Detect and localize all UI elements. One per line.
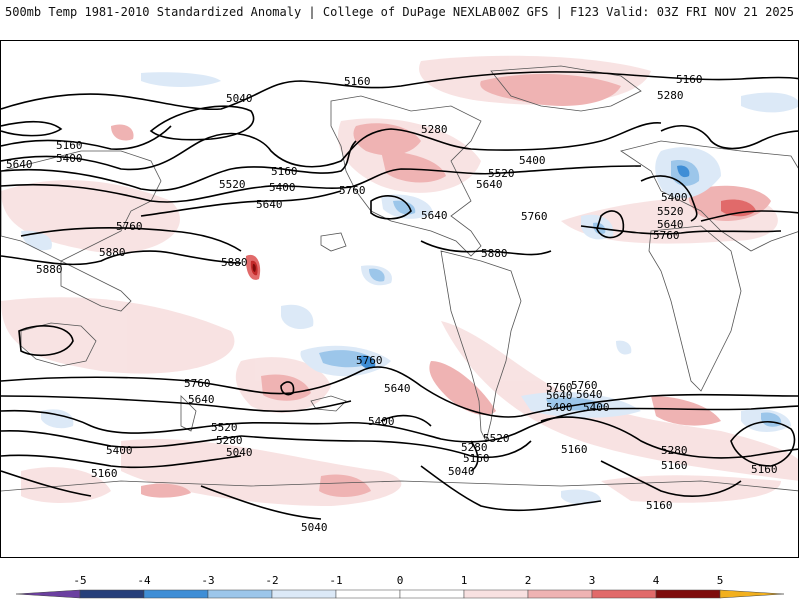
colorbar-tick: -3 [201,574,214,587]
contour-label: 5400 [661,191,688,204]
colorbar-swatch [463,589,529,599]
contour-label: 5640 [576,388,603,401]
colorbar-swatch [271,589,337,599]
colorbar-swatch [399,589,465,599]
contour-label: 5520 [657,205,684,218]
contour-label: 5160 [56,139,83,152]
contour-label: 5280 [216,434,243,447]
contour-label: 5040 [226,92,253,105]
contour-label: 5400 [56,152,83,165]
contour-label: 5640 [421,209,448,222]
contour-label: 5160 [561,443,588,456]
negative-anomalies [21,72,798,505]
colorbar-tick: 4 [653,574,660,587]
contour-label: 5640 [476,178,503,191]
contour-label: 5760 [571,379,598,392]
contour-label: 5640 [6,158,33,171]
colorbar-swatch [335,589,401,599]
colorbar-tick: 5 [717,574,724,587]
contour-label: 5880 [99,246,126,259]
positive-anomaly-cores [111,74,771,498]
colorbar-swatch [655,589,721,599]
contour-label: 5760 [184,377,211,390]
contour-label: 5040 [301,521,328,534]
map-panel: 5160 5160 5040 5280 5280 5160 5160 5400 … [0,40,799,558]
contour-label: 5160 [344,75,371,88]
contour-label: 5400 [546,401,573,414]
colorbar-swatch [719,589,785,599]
contour-label: 5040 [448,465,475,478]
colorbar-tick: -1 [329,574,342,587]
colorbar-tick: 1 [461,574,468,587]
contour-label: 5760 [653,229,680,242]
colorbar-tick: -4 [137,574,151,587]
height-contours [1,71,798,520]
contour-label: 5400 [583,401,610,414]
contour-label: 5640 [657,218,684,231]
colorbar-swatch [15,589,81,599]
run-info: 00Z GFS | F123 Valid: 03Z FRI NOV 21 202… [497,5,794,19]
colorbar-tick: -5 [73,574,86,587]
contour-label: 5760 [546,381,573,394]
contour-label: 5880 [221,256,248,269]
contour-label: 5760 [116,220,143,233]
contour-label: 5160 [661,459,688,472]
contour-label: 5880 [481,247,508,260]
colorbar-tick: 3 [589,574,596,587]
contour-label: 5760 [356,354,383,367]
anomaly-shading [1,55,798,506]
colorbar-swatch [591,589,657,599]
contour-label: 5520 [219,178,246,191]
contour-label: 5400 [269,181,296,194]
contour-label: 5400 [368,415,395,428]
contour-label: 5280 [661,444,688,457]
colorbar-swatch [79,589,145,599]
colorbar-ticks: -5 -4 -3 -2 -1 0 1 2 3 4 5 [73,574,723,587]
contour-label: 5160 [751,463,778,476]
contour-label: 5640 [188,393,215,406]
contour-label: 5400 [519,154,546,167]
colorbar-swatch [207,589,273,599]
colorbar-swatch [143,589,209,599]
contour-label: 5280 [461,441,488,454]
contour-label: 5160 [676,73,703,86]
coastlines [1,65,798,492]
contour-label: 5880 [36,263,63,276]
colorbar: -5 -4 -3 -2 -1 0 1 2 3 4 5 [15,574,785,599]
contour-label: 5520 [211,421,238,434]
colorbar-tick: 0 [397,574,404,587]
colorbar-tick: -2 [265,574,278,587]
contour-label: 5040 [226,446,253,459]
contour-label: 5160 [463,452,490,465]
contour-label: 5640 [256,198,283,211]
contour-label: 5520 [488,167,515,180]
colorbar-tick: 2 [525,574,532,587]
contour-label: 5640 [384,382,411,395]
anomaly-map: 5160 5160 5040 5280 5280 5160 5160 5400 … [1,55,798,534]
contour-label: 5760 [339,184,366,197]
contour-label: 5640 [546,389,573,402]
contour-label: 5280 [657,89,684,102]
contour-label: 5280 [421,123,448,136]
contour-label: 5160 [91,467,118,480]
contour-label: 5160 [646,499,673,512]
map-title: 500mb Temp 1981-2010 Standardized Anomal… [5,5,497,19]
colorbar-swatches [15,589,785,599]
colorbar-swatch [527,589,593,599]
contour-label: 5520 [483,432,510,445]
contour-label: 5400 [106,444,133,457]
contour-label: 5160 [271,165,298,178]
contour-labels: 5160 5160 5040 5280 5280 5160 5160 5400 … [6,73,778,534]
contour-label: 5760 [521,210,548,223]
